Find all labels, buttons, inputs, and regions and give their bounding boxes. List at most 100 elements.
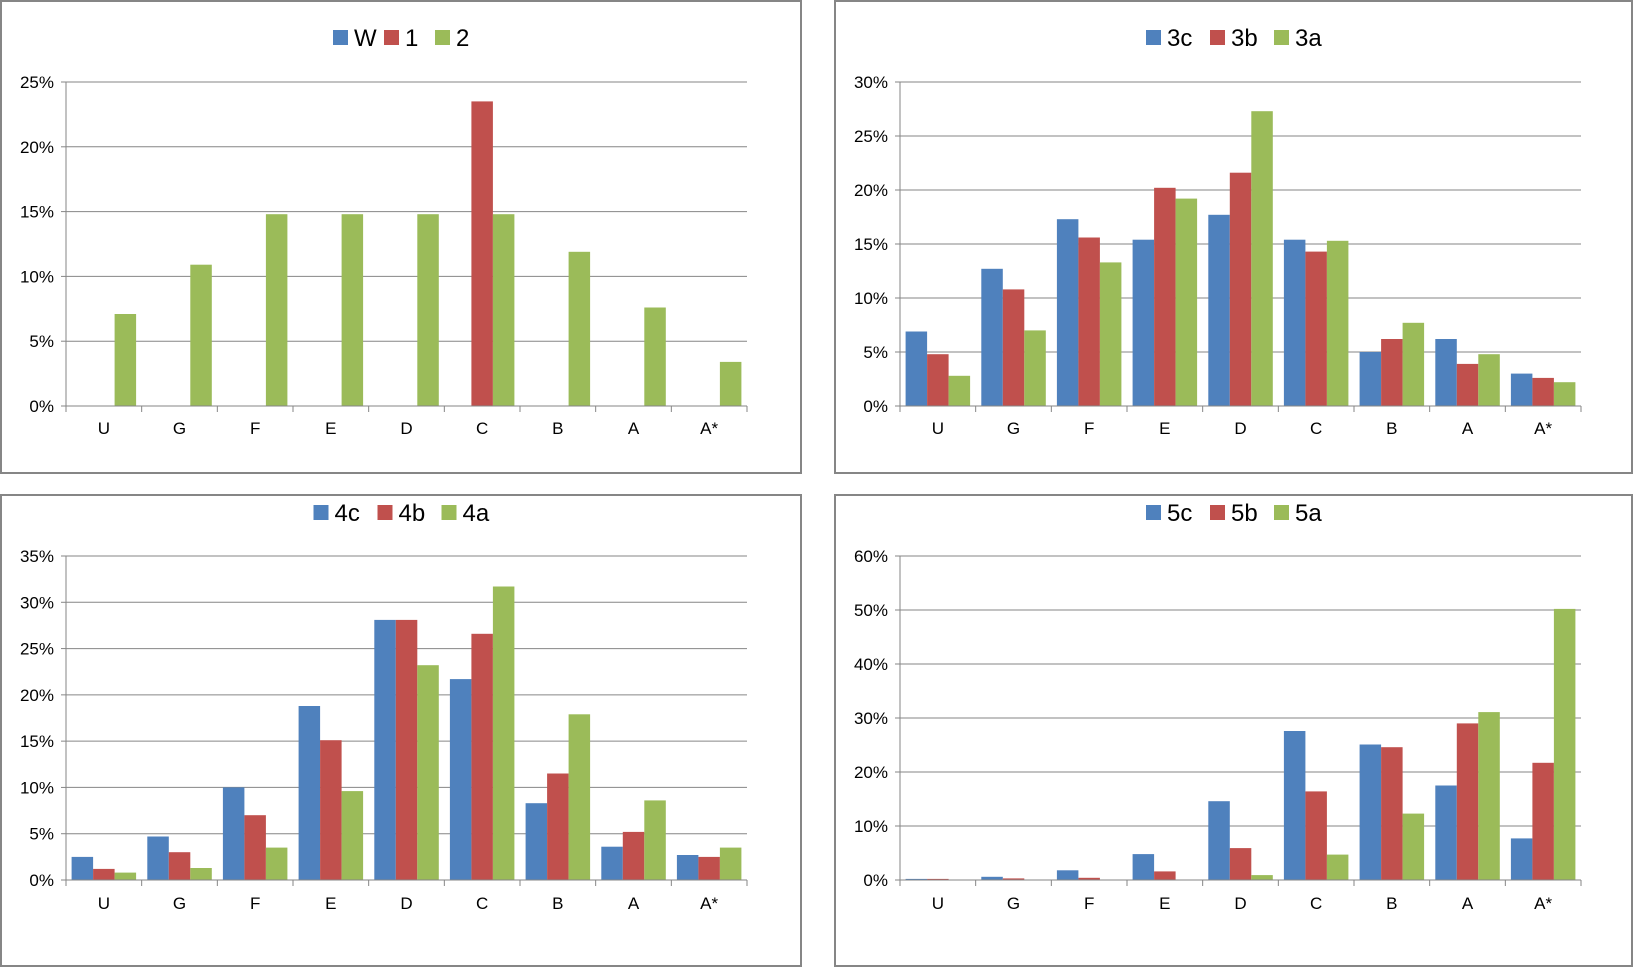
legend-swatch [1210,30,1225,45]
x-tick-label: C [476,894,488,913]
bar-5a-A [1478,712,1500,880]
bar-3b-D [1229,172,1252,406]
bar-3b-B [1381,339,1403,406]
x-tick-label: F [250,419,260,438]
x-tick-label: E [325,894,336,913]
bar-4a-U [114,872,137,880]
x-tick-label: E [1159,894,1170,913]
bar-3a-F [1099,262,1122,406]
legend-swatch [377,505,393,520]
bar-3b-E [1154,187,1176,406]
legend: 3c 3b 3a [1146,25,1322,52]
bar-3a-A* [1553,382,1576,406]
bar-5c-F [1056,870,1079,880]
bar-3c-C [1283,239,1306,406]
bar-3b-F [1078,237,1100,406]
y-tick-label: 0% [863,871,888,890]
x-tick-label: A* [1534,419,1552,438]
bar-4a-F [265,847,288,880]
x-tick-label: D [400,419,412,438]
y-tick-label: 0% [29,397,54,416]
x-tick-label: B [1386,894,1397,913]
legend-swatch [1146,505,1161,520]
y-tick-label: 5% [29,825,54,844]
x-tick-label: A [628,894,640,913]
x-tick-label: B [552,894,563,913]
bar-3b-A* [1532,377,1554,406]
x-tick-label: B [552,419,563,438]
legend-label: 3b [1231,25,1258,52]
bar-4a-E [341,791,364,880]
bar-5b-U [927,878,949,880]
bar-5c-A* [1510,838,1533,880]
bar-4b-F [244,815,266,880]
legend-label: 2 [456,25,469,52]
bar-4a-C [492,586,515,880]
bar-3c-E [1132,239,1155,406]
bar-3c-A [1435,339,1457,406]
legend-swatch [441,505,457,520]
y-tick-label: 50% [854,601,888,620]
bar-2-B [568,251,591,406]
bar-4c-D [374,619,396,880]
bar-4b-C [471,633,493,880]
legend-label: 5c [1167,500,1192,527]
bar-3b-C [1305,251,1327,406]
bar-5b-F [1078,877,1100,880]
bar-4b-B [547,773,569,880]
y-tick-label: 20% [854,763,888,782]
bar-5b-D [1229,848,1252,880]
bar-4b-U [93,868,115,880]
y-tick-label: 5% [29,332,54,351]
x-tick-label: C [1310,894,1322,913]
bar-3a-E [1175,198,1198,406]
bar-chart-1: 0% 5% 10% 15% 20% 25% U G F E D C B A A* W 1 2 [20,25,748,438]
bar-3c-D [1208,214,1230,406]
x-tick-label: G [173,419,186,438]
legend-label: 3a [1295,25,1322,52]
bar-2-F [265,214,288,406]
legend-label: 5a [1295,500,1322,527]
bar-4a-A* [719,847,742,880]
bar-4c-U [71,856,94,880]
bar-3a-D [1251,111,1273,406]
bar-2-A* [719,361,742,406]
bar-4a-B [568,714,591,880]
x-tick-label: A [1462,894,1474,913]
bar-4c-C [449,679,472,880]
bar-4c-G [147,836,169,880]
x-tick-label: A* [700,894,718,913]
y-tick-label: 5% [863,343,888,362]
bar-5c-U [905,878,928,880]
legend-swatch [313,505,329,520]
bar-5b-G [1002,878,1025,880]
legend-label: 3c [1167,25,1192,52]
bar-3a-G [1024,330,1046,406]
bar-5c-G [981,876,1003,880]
x-tick-label: U [932,419,944,438]
y-tick-label: 15% [854,235,888,254]
bar-4b-G [168,852,191,880]
bar-2-D [417,214,439,406]
bar-5c-E [1132,854,1155,880]
bar-5c-D [1208,801,1230,880]
x-tick-label: D [1234,894,1246,913]
y-tick-label: 0% [29,871,54,890]
bar-4b-E [320,740,342,880]
bar-5c-C [1283,731,1306,880]
bar-3b-U [927,354,949,406]
bar-2-U [114,314,137,406]
legend-label: 5b [1231,500,1258,527]
x-tick-label: U [932,894,944,913]
legend-swatch [384,30,399,45]
bar-2-E [341,214,364,406]
x-tick-label: U [98,894,110,913]
legend-swatch [435,30,450,45]
bar-3c-F [1056,219,1079,406]
bar-chart-3: 0% 5% 10% 15% 20% 25% 30% 35% U G F E D C B A A* 4c 4b 4a [20,500,748,913]
bar-5b-C [1305,791,1327,880]
y-tick-label: 25% [20,73,54,92]
x-tick-label: G [173,894,186,913]
bar-3b-A [1456,363,1479,406]
bar-3a-B [1402,322,1425,406]
